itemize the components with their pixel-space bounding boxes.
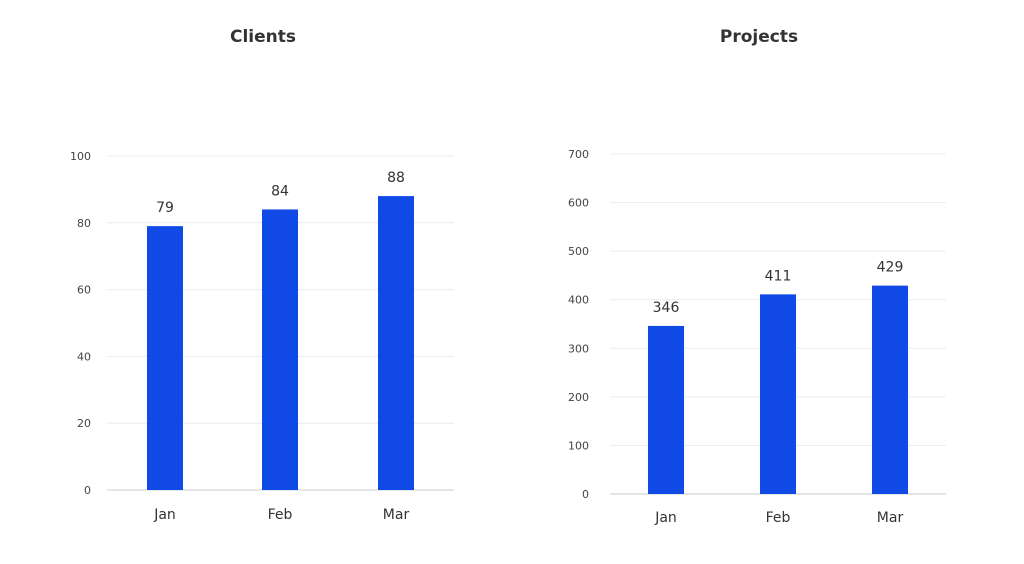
projects-x-tick-label: Feb xyxy=(766,510,791,526)
clients-x-tick-label: Feb xyxy=(268,507,293,523)
clients-y-tick-label: 20 xyxy=(77,417,91,430)
projects-y-tick-label: 300 xyxy=(568,342,589,355)
clients-x-tick-label: Mar xyxy=(383,507,410,523)
projects-y-tick-label: 400 xyxy=(568,294,589,307)
clients-y-tick-label: 100 xyxy=(70,150,91,163)
clients-data-label: 88 xyxy=(387,170,405,186)
projects-y-tick-label: 700 xyxy=(568,148,589,161)
clients-bar-mar[interactable] xyxy=(378,196,414,490)
projects-y-tick-label: 200 xyxy=(568,391,589,404)
clients-y-tick-label: 60 xyxy=(77,284,91,297)
projects-y-tick-label: 0 xyxy=(582,488,589,501)
projects-bar-jan[interactable] xyxy=(648,325,684,494)
clients-bar-feb[interactable] xyxy=(262,209,298,490)
clients-bar-jan[interactable] xyxy=(147,226,183,490)
clients-chart: Clients 0 20 40 60 80 100 79 Jan 84 Feb 88 Mar xyxy=(70,27,454,523)
projects-data-label: 411 xyxy=(765,268,792,284)
clients-x-tick-label: Jan xyxy=(153,507,176,523)
projects-y-tick-label: 600 xyxy=(568,197,589,210)
projects-bar-feb[interactable] xyxy=(760,294,796,494)
clients-y-tick-label: 40 xyxy=(77,350,91,363)
projects-x-tick-label: Jan xyxy=(654,510,677,526)
clients-y-tick-label: 0 xyxy=(84,484,91,497)
projects-bar-mar[interactable] xyxy=(872,285,908,494)
clients-data-label: 79 xyxy=(156,200,174,216)
clients-chart-title: Clients xyxy=(230,27,296,47)
projects-y-tick-label: 500 xyxy=(568,245,589,258)
clients-data-label: 84 xyxy=(271,183,289,199)
projects-chart-title: Projects xyxy=(720,27,798,47)
projects-chart: Projects 0 100 200 300 400 500 600 700 346 Jan 411… xyxy=(568,27,946,526)
projects-data-label: 429 xyxy=(877,260,904,276)
projects-data-label: 346 xyxy=(653,300,680,316)
projects-y-tick-label: 100 xyxy=(568,439,589,452)
projects-x-tick-label: Mar xyxy=(877,510,904,526)
clients-y-tick-label: 80 xyxy=(77,217,91,230)
